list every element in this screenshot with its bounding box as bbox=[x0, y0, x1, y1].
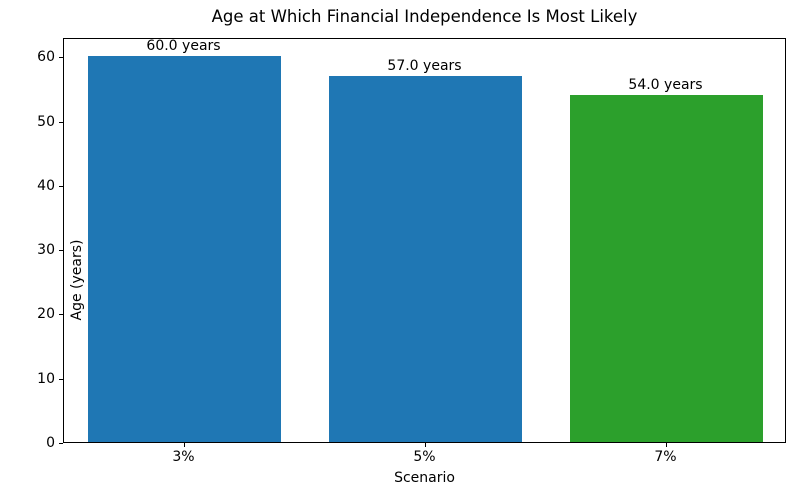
y-tick-label: 10 bbox=[37, 370, 55, 387]
bar-value-label: 54.0 years bbox=[628, 76, 703, 93]
bar-value-label: 57.0 years bbox=[387, 57, 462, 74]
y-tick-mark bbox=[59, 185, 63, 187]
x-tick-label: 3% bbox=[172, 449, 195, 465]
y-tick-mark bbox=[59, 378, 63, 380]
y-tick-mark bbox=[59, 121, 63, 123]
x-tick-label: 7% bbox=[654, 449, 677, 465]
bar bbox=[570, 94, 763, 442]
bar-value-label: 60.0 years bbox=[146, 38, 221, 55]
y-tick-label: 30 bbox=[37, 242, 55, 259]
x-tick-mark bbox=[665, 443, 667, 447]
y-tick-label: 50 bbox=[37, 113, 55, 130]
y-tick-label: 20 bbox=[37, 306, 55, 323]
y-tick-label: 0 bbox=[46, 435, 55, 451]
y-tick-label: 40 bbox=[37, 177, 55, 194]
x-axis-title: Scenario bbox=[394, 470, 455, 486]
y-tick-mark bbox=[59, 314, 63, 316]
chart-title: Age at Which Financial Independence Is M… bbox=[211, 7, 638, 26]
bar bbox=[88, 56, 281, 442]
y-tick-label: 60 bbox=[37, 49, 55, 66]
x-tick-mark bbox=[424, 443, 426, 447]
y-tick-mark bbox=[59, 443, 63, 444]
y-tick-mark bbox=[59, 57, 63, 59]
y-axis-title: Age (years) bbox=[69, 239, 85, 321]
x-tick-label: 5% bbox=[413, 449, 436, 465]
bar bbox=[329, 75, 522, 442]
plot-area: Age (years) bbox=[63, 38, 786, 443]
y-tick-mark bbox=[59, 250, 63, 252]
x-tick-mark bbox=[183, 443, 185, 447]
